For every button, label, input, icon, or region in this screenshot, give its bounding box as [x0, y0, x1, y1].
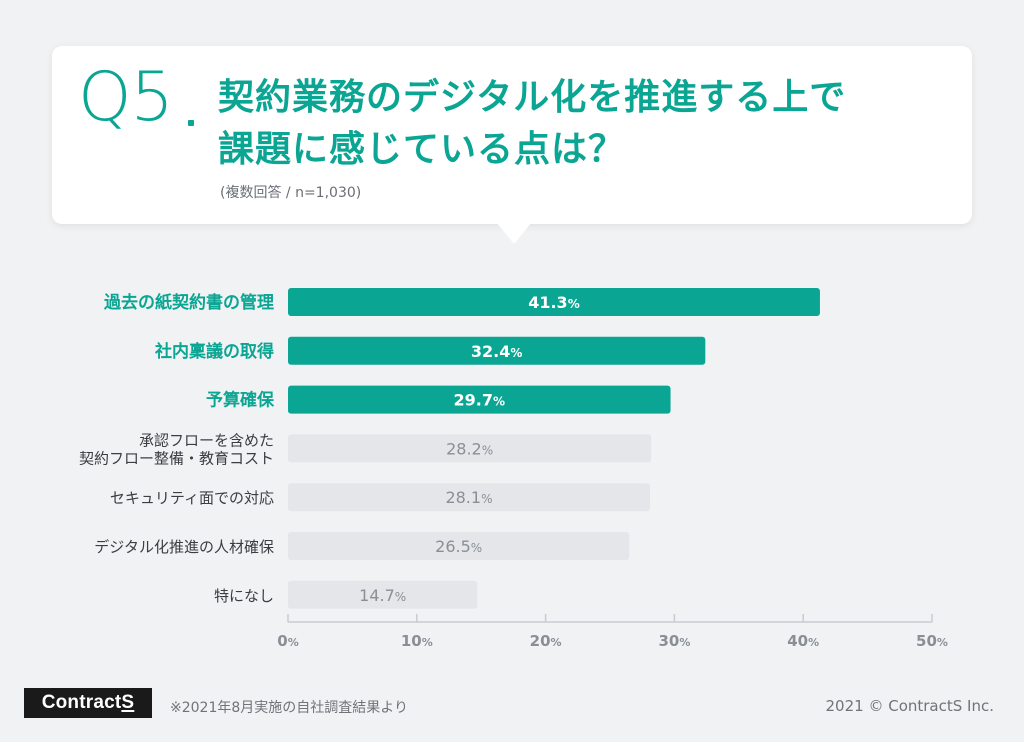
bar-3 — [288, 385, 671, 414]
value-label-5: 28.1% — [445, 488, 492, 507]
question-number-dot — [188, 120, 194, 126]
x-tick-label-30: 30% — [658, 632, 690, 650]
bar-1 — [288, 288, 820, 316]
x-tick-label-40: 40% — [787, 632, 819, 650]
value-label-7: 14.7% — [359, 586, 406, 605]
question-number: Q5 — [78, 58, 174, 137]
value-label-6: 26.5% — [435, 537, 482, 556]
category-label-7: 特になし — [214, 587, 274, 605]
value-label-4: 28.2% — [446, 439, 493, 458]
category-label-4: 承認フローを含めた契約フロー整備・教育コスト — [79, 431, 274, 467]
logo-text-s: S — [121, 692, 135, 713]
category-label-3: 予算確保 — [206, 390, 275, 411]
x-tick-label-20: 20% — [530, 632, 562, 650]
category-label-6: デジタル化推進の人材確保 — [94, 538, 274, 556]
bar-7 — [288, 580, 478, 609]
logo-text: Contract — [41, 692, 122, 713]
category-label-2: 社内稟議の取得 — [154, 341, 274, 362]
category-label-1: 過去の紙契約書の管理 — [104, 292, 274, 313]
value-label-1: 41.3% — [528, 293, 580, 312]
x-tick-label-0: 0% — [277, 632, 298, 650]
copyright: 2021 © ContractS Inc. — [825, 697, 994, 715]
question-title: 契約業務のデジタル化を推進する上で 課題に感じている点は？ — [218, 72, 918, 176]
x-tick-label-10: 10% — [401, 632, 433, 650]
value-label-2: 32.4% — [471, 342, 523, 361]
bar-6 — [288, 532, 630, 560]
category-label-5: セキュリティ面での対応 — [110, 489, 274, 507]
value-label-3: 29.7% — [454, 391, 506, 410]
x-tick-label-50: 50% — [916, 632, 948, 650]
question-card-pointer — [496, 222, 532, 244]
bar-2 — [288, 336, 706, 365]
question-card — [52, 46, 972, 224]
sample-size-note: (複数回答 / n=1,030) — [220, 185, 362, 201]
survey-source-note: ※2021年8月実施の自社調査結果より — [170, 700, 408, 716]
question-title-line2: 課題に感じている点は？ — [218, 129, 626, 170]
bar-4 — [288, 434, 652, 463]
contracts-logo: ContractS — [24, 688, 152, 718]
bar-5 — [288, 483, 650, 512]
question-title-line1: 契約業務のデジタル化を推進する上で — [218, 77, 847, 118]
